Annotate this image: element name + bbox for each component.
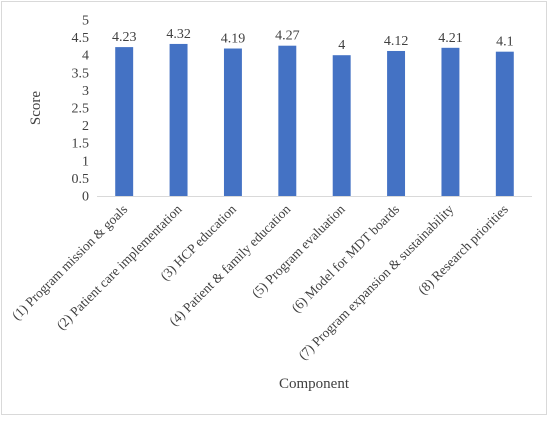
y-tick-label: 0.5 <box>72 172 90 187</box>
bar <box>115 47 134 196</box>
bar-value-label: 4.32 <box>166 27 191 42</box>
y-tick-label: 1.5 <box>72 137 90 152</box>
y-tick-label: 2 <box>82 119 89 134</box>
y-tick-label: 1 <box>82 154 89 169</box>
bar-chart: 00.511.522.533.544.55 4.23 4.32 4.19 4.274 4… <box>9 14 532 392</box>
category-label: (6) Model for MDT boards <box>288 202 402 316</box>
bar <box>387 50 406 197</box>
y-axis-ticks: 0 0.5 1 1.5 2 2.5 3 3.5 4 4.5 5 <box>72 14 90 205</box>
y-tick-label: 3 <box>82 84 89 99</box>
chart-frame: 0 0.5 1 1.5 2 2.5 3 3.5 4 4.5 5 4.23 4.32 4.19 4.27 4 4… <box>1 1 547 415</box>
bar-value-label: 4 <box>338 38 345 53</box>
bar <box>223 48 242 197</box>
y-axis-title: Score <box>28 91 44 125</box>
bar <box>278 45 297 196</box>
x-axis-title: Component <box>279 376 350 392</box>
bar <box>441 47 460 196</box>
bar-value-label: 4.27 <box>275 29 300 44</box>
y-tick-label: 4.5 <box>72 31 90 46</box>
category-label: (8) Research priorities <box>415 202 511 298</box>
bar-value-label: 4.21 <box>438 31 463 46</box>
bar <box>495 51 514 197</box>
bar-value-label: 4.19 <box>221 32 246 47</box>
bars <box>115 43 514 197</box>
bar-value-label: 4.23 <box>112 30 137 45</box>
bar-value-label: 4.1 <box>496 35 514 50</box>
bar <box>169 43 188 196</box>
category-labels: (1) Program mission & goals(2) Patient c… <box>9 201 511 362</box>
category-label: (5) Program evaluation <box>249 201 348 300</box>
y-tick-label: 5 <box>82 14 89 29</box>
y-tick-label: 3.5 <box>72 66 90 81</box>
y-tick-label: 4 <box>82 49 89 64</box>
y-tick-label: 0 <box>82 190 89 205</box>
y-tick-label: 2.5 <box>72 102 90 117</box>
bar <box>332 55 351 197</box>
data-labels: 4.23 4.32 4.19 4.27 4 4.12 4.21 4.1 <box>112 27 514 53</box>
bar-value-label: 4.12 <box>384 34 409 49</box>
